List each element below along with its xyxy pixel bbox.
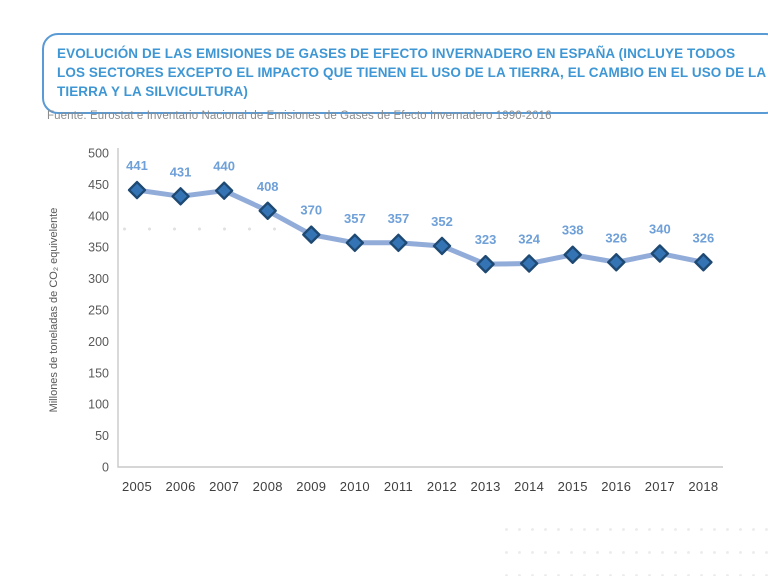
data-point-marker: [389, 233, 408, 253]
data-point-label: 431: [170, 164, 192, 179]
data-point-marker: [258, 201, 277, 220]
data-point-marker: [694, 253, 713, 272]
page-title: EVOLUCIÓN DE LAS EMISIONES DE GASES DE E…: [57, 46, 766, 100]
data-point-label: 324: [518, 232, 540, 247]
x-tick-label: 2010: [340, 479, 370, 494]
y-tick-label: 100: [88, 398, 109, 412]
x-tick-label: 2017: [645, 479, 675, 494]
data-point-marker: [563, 245, 582, 264]
data-point-marker: [127, 180, 147, 200]
source-text: Fuente: Eurostat e Inventario Nacional d…: [47, 110, 552, 122]
data-point-marker: [607, 253, 626, 272]
y-tick-label: 350: [88, 241, 109, 255]
data-point-marker: [302, 225, 321, 244]
y-tick-label: 250: [88, 304, 109, 318]
data-point-label: 357: [388, 211, 410, 226]
dot-pattern-decoration: [500, 518, 768, 576]
data-point-label: 326: [693, 230, 715, 245]
data-point-marker: [432, 236, 452, 256]
y-tick-label: 300: [88, 272, 109, 286]
x-tick-label: 2015: [558, 479, 588, 494]
data-point-label: 340: [649, 221, 671, 236]
x-tick-label: 2013: [470, 479, 500, 494]
x-tick-label: 2009: [296, 479, 326, 494]
x-tick-label: 2005: [122, 479, 152, 494]
y-axis-title: Millones de toneladas de CO₂ equivelente: [48, 208, 60, 413]
y-tick-label: 400: [88, 209, 109, 223]
data-point-label: 357: [344, 211, 366, 226]
data-point-marker: [171, 187, 190, 206]
y-tick-label: 200: [88, 335, 109, 349]
data-point-label: 338: [562, 223, 584, 238]
x-tick-label: 2011: [384, 479, 413, 494]
data-point-marker: [519, 254, 539, 273]
trend-line: [134, 187, 706, 267]
y-tick-label: 150: [88, 366, 109, 380]
x-tick-label: 2018: [688, 479, 718, 494]
axis-lines: [117, 148, 723, 468]
data-point-marker: [214, 181, 234, 200]
data-point-label: 352: [431, 214, 453, 229]
data-point-label: 370: [300, 203, 322, 218]
x-tick-label: 2008: [253, 479, 283, 494]
x-tick-label: 2007: [209, 479, 239, 494]
data-point-marker: [650, 244, 670, 263]
y-tick-label: 50: [95, 429, 109, 443]
data-point-marker: [345, 233, 365, 253]
data-point-marker: [476, 254, 495, 274]
data-point-label: 323: [475, 232, 497, 247]
chart-title-box: EVOLUCIÓN DE LAS EMISIONES DE GASES DE E…: [42, 33, 768, 115]
x-tick-label: 2012: [427, 479, 457, 494]
data-point-label: 326: [605, 230, 627, 245]
data-point-label: 441: [126, 158, 148, 173]
x-tick-label: 2006: [166, 479, 196, 494]
y-tick-label: 0: [102, 461, 109, 475]
y-tick-label: 450: [88, 178, 109, 192]
data-point-label: 440: [213, 159, 235, 174]
x-tick-label: 2016: [601, 479, 631, 494]
dot-pattern-decoration: [112, 224, 322, 232]
data-point-label: 408: [257, 179, 279, 194]
y-tick-label: 500: [88, 147, 109, 161]
x-tick-label: 2014: [514, 479, 544, 494]
